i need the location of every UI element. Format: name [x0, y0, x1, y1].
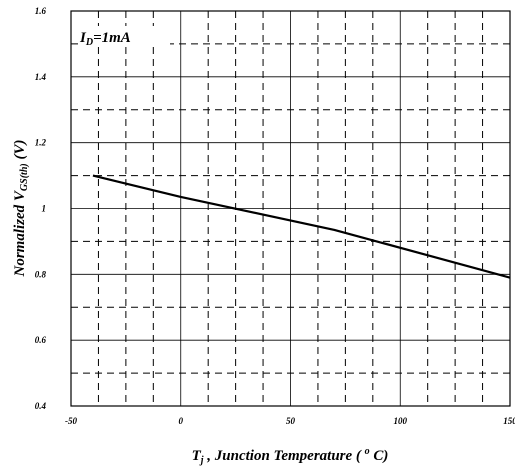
- annotation-label: ID=1mA: [78, 26, 170, 48]
- x-tick-label: 50: [286, 416, 296, 426]
- svg-text:ID=1mA: ID=1mA: [79, 30, 131, 48]
- x-axis-rest: , Junction Temperature (: [204, 448, 365, 464]
- x-axis-deg: o: [365, 446, 370, 457]
- x-axis-unit: C): [370, 448, 389, 464]
- x-tick-label: -50: [65, 416, 77, 426]
- y-tick-label: 1.4: [35, 72, 47, 82]
- x-tick-label: 150: [503, 416, 515, 426]
- series-line: [92, 174, 511, 279]
- y-tick-label: 0.8: [35, 269, 47, 279]
- plot-frame: [70, 10, 511, 407]
- x-axis-sub: j: [199, 455, 204, 466]
- y-tick-label: 1.2: [35, 138, 47, 148]
- x-axis-title: Tj , Junction Temperature ( o C): [192, 446, 389, 466]
- y-axis-sub: GS(th): [19, 163, 30, 191]
- series-layer: [92, 174, 511, 279]
- y-tick-labels: 0.4 0.6 0.8 1 1.2 1.4 1.6: [35, 6, 47, 411]
- major-grid: [70, 10, 511, 407]
- y-tick-label: 0.6: [35, 335, 47, 345]
- y-axis-title: Normalized VGS(th) (V): [12, 140, 30, 278]
- x-tick-label: 100: [394, 416, 408, 426]
- annotation-background: [78, 26, 170, 46]
- annotation-var: I: [79, 30, 87, 46]
- x-tick-labels: -50 0 50 100 150: [65, 416, 515, 426]
- y-tick-label: 1.6: [35, 6, 47, 16]
- x-tick-label: 0: [179, 416, 184, 426]
- y-axis-post: (V): [12, 140, 28, 164]
- annotation-rest: =1mA: [93, 30, 131, 46]
- y-tick-label: 1: [42, 204, 47, 214]
- annotation-sub: D: [85, 37, 93, 48]
- x-axis-var: T: [192, 448, 202, 464]
- y-axis-pre: Normalized V: [12, 189, 28, 277]
- y-tick-label: 0.4: [35, 401, 47, 411]
